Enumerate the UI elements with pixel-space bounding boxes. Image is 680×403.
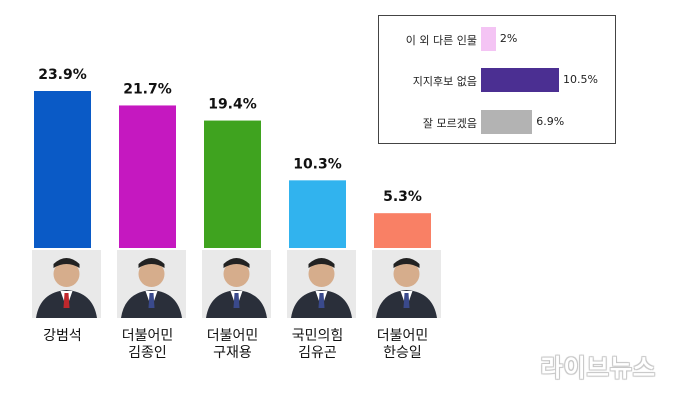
candidate-face: [53, 261, 80, 287]
legend-value: 10.5%: [563, 73, 598, 86]
candidate-tie: [233, 293, 240, 308]
candidate-name-label: 김유곤: [298, 345, 337, 361]
legend-swatch: [481, 68, 559, 92]
candidate-hair: [53, 258, 80, 268]
legend-value: 2%: [499, 32, 518, 45]
candidate-face: [223, 261, 250, 287]
candidate-face: [393, 261, 420, 287]
candidate-name-label: 구재용: [213, 345, 252, 361]
bar: [374, 213, 431, 248]
legend-swatch: [481, 110, 533, 134]
candidate-party-label: 국민의힘: [292, 328, 344, 344]
bar-value-label: 21.7%: [123, 81, 172, 97]
legend-item-no-candidate: 지지후보 없음 10.5%: [379, 68, 615, 96]
candidate-party-label: 더불어민: [377, 328, 429, 344]
legend-item-other-person: 이 외 다른 인물 2%: [379, 27, 615, 55]
candidate-tie: [63, 293, 70, 308]
candidate-name-label: 강범석: [43, 328, 82, 344]
bar-value-label: 19.4%: [208, 97, 257, 113]
legend-item-dont-know: 잘 모르겠음 6.9%: [379, 110, 615, 138]
legend-swatch: [481, 27, 496, 51]
candidate-hair: [393, 258, 420, 268]
candidate-face: [308, 261, 335, 287]
legend-label: 잘 모르겠음: [422, 117, 477, 130]
legend-value: 6.9%: [536, 115, 565, 128]
bar: [289, 180, 346, 248]
bar-value-label: 5.3%: [383, 189, 422, 205]
bar: [204, 120, 261, 248]
candidate-hair: [308, 258, 335, 268]
bar: [119, 105, 176, 249]
candidate-hair: [138, 258, 165, 268]
candidate-party-label: 더불어민: [122, 328, 174, 344]
chart-legend: 이 외 다른 인물 2% 지지후보 없음 10.5% 잘 모르겠음 6.9%: [378, 15, 616, 144]
candidate-face: [138, 261, 165, 287]
candidate-tie: [403, 293, 410, 308]
bar-value-label: 10.3%: [293, 156, 342, 172]
candidate-hair: [223, 258, 250, 268]
candidate-tie: [318, 293, 325, 308]
candidate-name-label: 김종인: [128, 345, 167, 361]
candidate-tie: [148, 293, 155, 308]
candidate-party-label: 더불어민: [207, 328, 259, 344]
legend-label: 지지후보 없음: [412, 75, 477, 88]
legend-label: 이 외 다른 인물: [405, 34, 477, 47]
watermark-logo: 라이브뉴스: [540, 354, 656, 382]
bar-value-label: 23.9%: [38, 67, 87, 83]
candidate-name-label: 한승일: [383, 345, 422, 361]
bar: [34, 91, 91, 248]
